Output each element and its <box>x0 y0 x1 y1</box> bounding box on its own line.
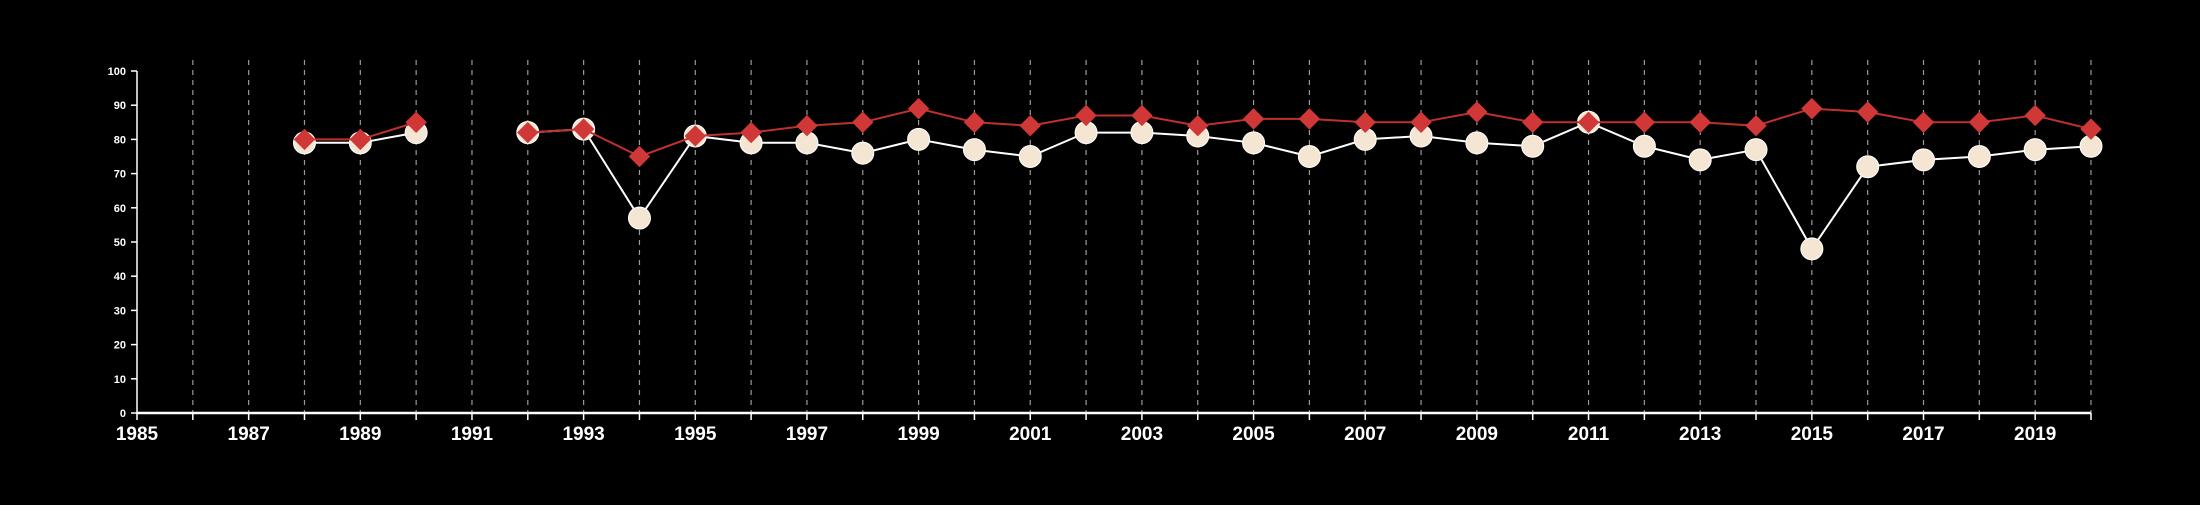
x-tick-label-2011: 2011 <box>1568 424 1610 445</box>
diamond-point-2001 <box>1019 115 1041 137</box>
diamond-point-2003 <box>1131 104 1153 127</box>
diamond-point-2015 <box>1801 97 1823 120</box>
circle-point-2001 <box>1018 145 1042 168</box>
diamond-point-2017 <box>1912 111 1935 134</box>
circle-point-2000 <box>962 138 986 162</box>
circle-point-2012 <box>1632 134 1656 158</box>
y-tick-label-80: 80 <box>114 134 126 146</box>
diamond-point-1988 <box>293 128 316 151</box>
circle-point-2005 <box>1242 131 1266 155</box>
circle-point-1998 <box>851 141 875 165</box>
x-tick-label-2019: 2019 <box>2014 424 2056 445</box>
y-tick-label-0: 0 <box>120 408 126 420</box>
diamond-point-2007 <box>1354 111 1376 134</box>
circle-point-1994 <box>627 206 651 230</box>
circle-point-2017 <box>1912 148 1936 172</box>
x-tick-label-1993: 1993 <box>562 424 604 445</box>
series-layer <box>292 97 2103 261</box>
y-tick-label-100: 100 <box>108 66 126 78</box>
grid-layer <box>192 60 2092 413</box>
circle-point-2014 <box>1744 138 1768 162</box>
x-tick-label-2009: 2009 <box>1456 424 1498 445</box>
diamond-point-2019 <box>2024 104 2046 127</box>
diamond-point-1994 <box>628 145 651 168</box>
diamond-point-2010 <box>1522 111 1544 134</box>
circle-point-2016 <box>1856 155 1880 179</box>
diamond-point-2020 <box>2080 118 2102 140</box>
circle-point-2019 <box>2023 138 2047 162</box>
x-tick-label-1999: 1999 <box>897 424 939 445</box>
diamond-point-2018 <box>1968 111 1991 134</box>
diamond-point-1998 <box>852 111 874 134</box>
diamond-point-1992 <box>517 121 539 144</box>
y-tick-label-10: 10 <box>114 374 126 386</box>
x-tick-label-2013: 2013 <box>1679 424 1721 445</box>
circle-point-1999 <box>907 127 931 151</box>
x-tick-label-2005: 2005 <box>1232 424 1275 445</box>
diamond-point-1990 <box>405 111 427 134</box>
circle-point-2006 <box>1297 145 1321 168</box>
circle-point-2010 <box>1521 134 1545 158</box>
y-tick-label-50: 50 <box>114 237 126 249</box>
circle-point-2013 <box>1688 148 1712 172</box>
x-tick-label-2003: 2003 <box>1121 424 1163 445</box>
y-tick-label-20: 20 <box>114 340 126 352</box>
x-tick-label-1987: 1987 <box>228 424 270 445</box>
diamond-point-2013 <box>1689 111 1711 134</box>
diamond-point-2002 <box>1075 104 1097 127</box>
x-tick-label-1997: 1997 <box>786 424 828 445</box>
y-tick-label-30: 30 <box>114 305 126 317</box>
y-tick-label-60: 60 <box>114 203 126 215</box>
diamond-point-2005 <box>1242 108 1265 130</box>
x-tick-label-1989: 1989 <box>339 424 381 445</box>
diamond-point-2006 <box>1298 108 1321 130</box>
axis-layer: 0 10 20 30 40 50 60 70 80 90 100 1985 1987 1989 1991 19… <box>108 66 2092 445</box>
x-tick-label-2007: 2007 <box>1344 424 1386 445</box>
diamond-point-1997 <box>796 115 818 137</box>
diamond-point-1995 <box>684 125 706 147</box>
diamond-point-1993 <box>572 118 595 140</box>
x-tick-label-2017: 2017 <box>1902 424 1944 445</box>
diamond-point-2000 <box>963 111 986 134</box>
y-tick-label-70: 70 <box>114 169 126 181</box>
x-tick-label-1995: 1995 <box>674 424 717 445</box>
diamond-point-2004 <box>1187 115 1209 137</box>
diamond-point-2011 <box>1577 111 1600 134</box>
y-tick-label-40: 40 <box>114 271 126 283</box>
circle-point-2018 <box>1967 145 1991 168</box>
x-tick-label-1991: 1991 <box>451 424 494 445</box>
diamond-point-2016 <box>1856 101 1879 123</box>
diamond-point-1996 <box>740 121 762 144</box>
circle-point-2015 <box>1800 237 1824 261</box>
diamond-point-2012 <box>1633 111 1656 134</box>
diamond-point-1999 <box>907 97 930 120</box>
y-tick-label-90: 90 <box>114 100 126 112</box>
x-tick-label-1985: 1985 <box>116 424 159 445</box>
x-tick-label-2015: 2015 <box>1791 424 1834 445</box>
diamond-point-2009 <box>1466 101 1488 123</box>
diamond-point-2008 <box>1410 111 1432 134</box>
series-1-diamond <box>293 97 2102 168</box>
circle-point-2009 <box>1465 131 1489 155</box>
diamond-point-1989 <box>349 128 372 151</box>
diamond-point-2014 <box>1745 115 1767 137</box>
x-tick-label-2001: 2001 <box>1009 424 1052 445</box>
